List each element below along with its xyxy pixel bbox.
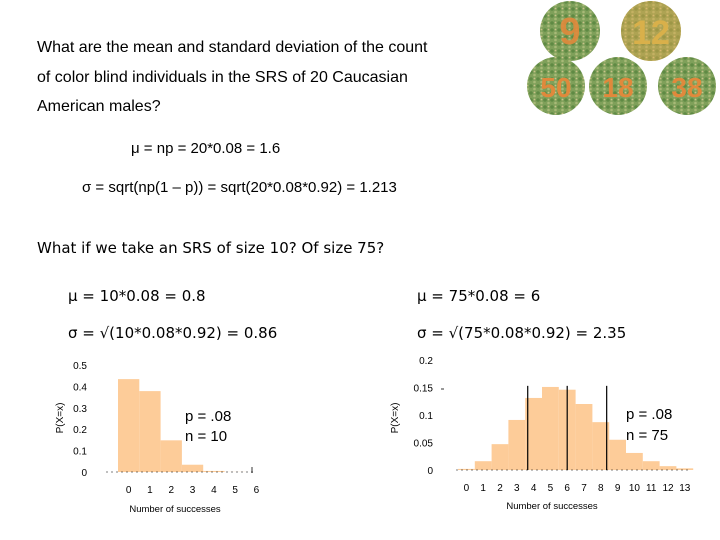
- plate-2-label: 12: [632, 14, 670, 52]
- question-line-1: What are the mean and standard deviation…: [37, 39, 428, 56]
- annotation-n: n = 75: [626, 427, 668, 444]
- x-tick-label: 2: [497, 483, 503, 494]
- bar-3: [508, 419, 526, 470]
- y-tick-label: 0.1: [419, 411, 433, 422]
- y-tick-label: 0.4: [73, 382, 87, 393]
- bar-5: [542, 386, 559, 470]
- y-tick-label: 0.3: [73, 404, 87, 415]
- bar-13: [676, 468, 694, 470]
- bar-7: [575, 404, 593, 470]
- bar-12: [659, 466, 677, 470]
- bar-1: [474, 461, 492, 470]
- x-tick-label: 4: [211, 485, 217, 496]
- x-tick-label: 6: [564, 483, 570, 494]
- plate-5-label: 38: [671, 72, 702, 103]
- x-tick-label: 8: [598, 483, 604, 494]
- bar-4: [203, 470, 225, 472]
- y-tick-label: 0.2: [419, 356, 433, 367]
- y-tick-label: 0: [81, 468, 87, 479]
- bars: [118, 379, 246, 472]
- followup-question: What if we take an SRS of size 10? Of si…: [37, 239, 385, 257]
- x-tick-label: 9: [615, 483, 621, 494]
- y-tick-label: 0.15: [414, 384, 434, 395]
- bar-4: [525, 397, 542, 470]
- annotation-p: p = .08: [626, 406, 672, 423]
- annotation-n: n = 10: [185, 428, 227, 445]
- question-line-3: American males?: [37, 98, 161, 115]
- x-tick-label: 5: [232, 485, 238, 496]
- x-axis-label: Number of successes: [129, 504, 221, 515]
- x-tick-label: 5: [548, 483, 554, 494]
- n75-mean: μ = 75*0.08 = 6: [417, 287, 541, 305]
- color-blindness-plates-image: 9 12 50 18 38: [527, 1, 716, 115]
- y-tick-label: 0.5: [73, 361, 87, 372]
- y-tick-label: 0: [427, 466, 433, 477]
- bar-2: [491, 444, 509, 470]
- x-tick-label: 13: [679, 483, 691, 494]
- x-tick-label: 12: [662, 483, 674, 494]
- sd-formula: σ = sqrt(np(1 – p)) = sqrt(20*0.08*0.92)…: [82, 179, 397, 196]
- bar-1: [139, 391, 161, 472]
- bar-0: [458, 468, 475, 470]
- x-tick-label: 2: [168, 485, 174, 496]
- bar-3: [181, 464, 204, 472]
- n75-sd: σ = √(75*0.08*0.92) = 2.35: [417, 324, 627, 342]
- bar-10: [626, 452, 643, 470]
- x-tick-label: 7: [581, 483, 587, 494]
- mean-formula: μ = np = 20*0.08 = 1.6: [131, 140, 281, 157]
- y-tick-label: 0.05: [414, 439, 434, 450]
- x-axis-label: Number of successes: [506, 501, 598, 512]
- x-tick-label: 3: [514, 483, 520, 494]
- plate-3-label: 50: [540, 72, 571, 103]
- plate-1-label: 9: [559, 11, 580, 53]
- question-line-2: of color blind individuals in the SRS of…: [37, 69, 408, 86]
- x-ticks: 0 1 2 3 4 5 6: [126, 485, 260, 496]
- y-axis-label: P(X=x): [390, 403, 401, 434]
- x-ticks: 0 1 2 3 4 5 6 7 8 9 10 11 12 13: [464, 483, 691, 494]
- bar-0: [118, 379, 140, 472]
- x-tick-label: 0: [126, 485, 132, 496]
- x-tick-label: 10: [629, 483, 641, 494]
- binomial-chart-n75: 00.050.10.150.2 P(X=x) 0 1 2 3 4 5 6 7 8 9 10 11 12 1…: [390, 356, 694, 512]
- binomial-chart-n10: 0 0.1 0.2 0.3 0.4 0.5 P(X=x) 0 1 2 3 4 5 6 Number o…: [55, 361, 260, 515]
- x-tick-label: 1: [147, 485, 153, 496]
- n10-mean: μ = 10*0.08 = 0.8: [68, 287, 206, 305]
- plate-5: 38: [658, 57, 716, 115]
- y-ticks: 0 0.1 0.2 0.3 0.4 0.5: [73, 361, 87, 479]
- plate-3: 50: [527, 57, 585, 115]
- x-tick-label: 4: [531, 483, 537, 494]
- x-tick-label: 6: [254, 485, 260, 496]
- y-tick-label: 0.2: [73, 425, 87, 436]
- n10-sd: σ = √(10*0.08*0.92) = 0.86: [68, 324, 278, 342]
- y-tick-label: 0.1: [73, 447, 87, 458]
- x-tick-label: 1: [480, 483, 486, 494]
- annotation-p: p = .08: [185, 408, 231, 425]
- x-tick-label: 3: [190, 485, 196, 496]
- y-axis-label: P(X=x): [55, 403, 66, 434]
- bar-9: [609, 439, 626, 470]
- x-tick-label: 0: [464, 483, 470, 494]
- plate-2: 12: [621, 1, 681, 61]
- plate-4: 18: [589, 57, 647, 115]
- marker-lines: [527, 385, 608, 470]
- x-tick-label: 11: [646, 483, 657, 494]
- bar-2: [160, 440, 182, 472]
- bar-8: [592, 422, 610, 470]
- y-ticks: 0 0.05 0.1 0.15 0.2: [414, 356, 434, 477]
- bar-11: [642, 461, 660, 470]
- plate-4-label: 18: [602, 72, 633, 103]
- plate-1: 9: [540, 1, 600, 61]
